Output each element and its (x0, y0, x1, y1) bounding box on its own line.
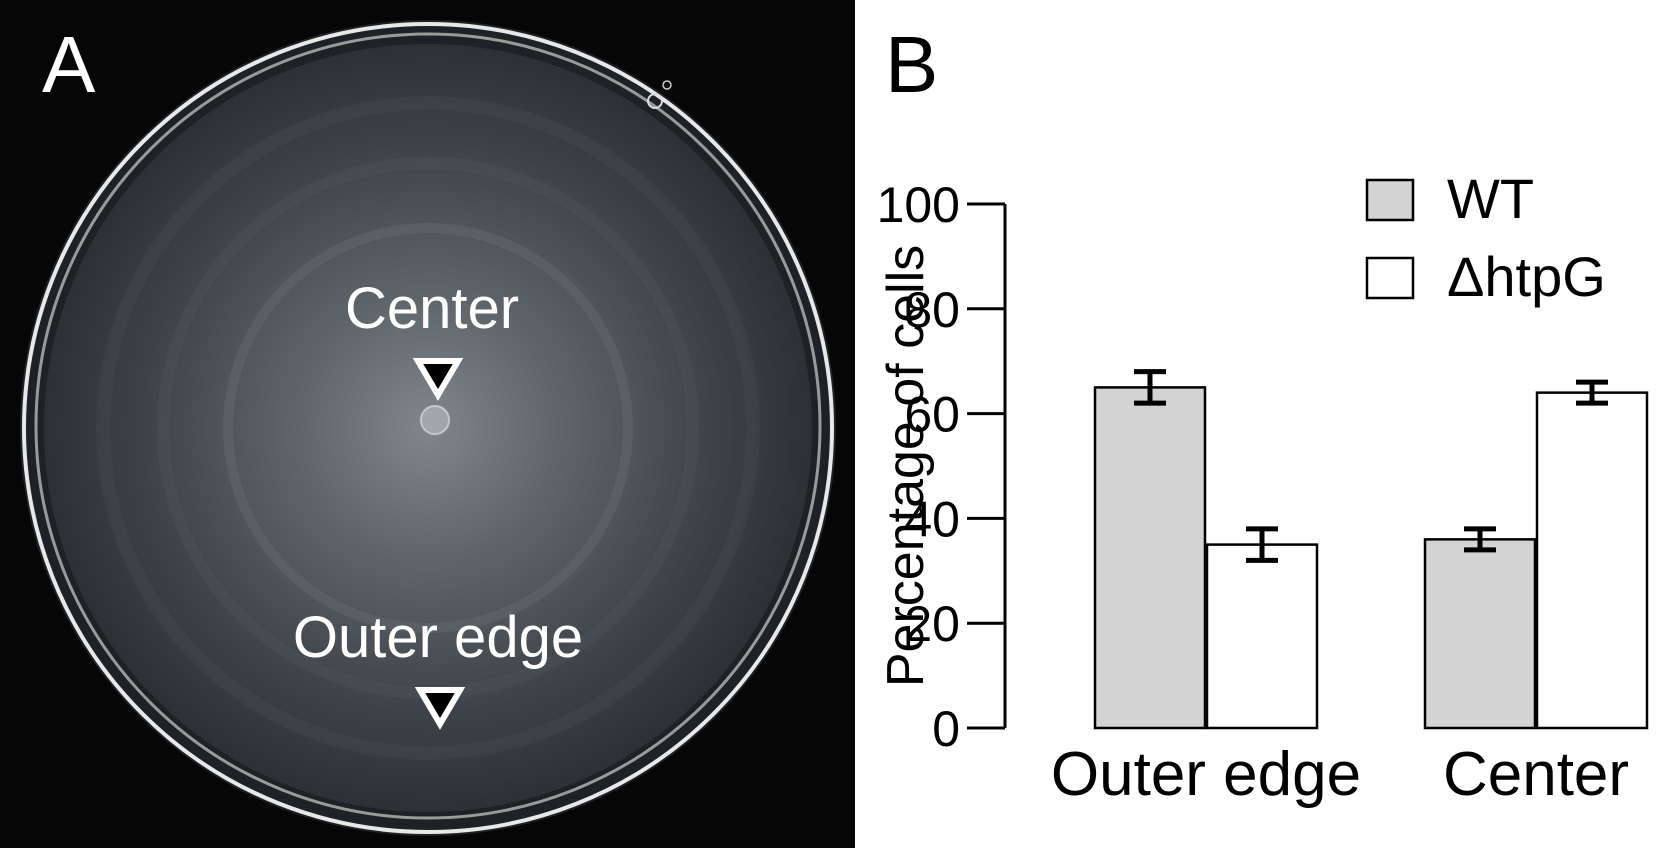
swarm-ring (96, 96, 760, 760)
x-category-label: Outer edge (1051, 740, 1361, 809)
panel-b-label: B (885, 20, 938, 109)
center-arrowhead-icon (412, 358, 464, 401)
outer-edge-label: Outer edge (293, 605, 583, 670)
chart-bars: Outer edge Center (1051, 369, 1649, 809)
plate-outer-rim (22, 22, 834, 834)
bar (1093, 386, 1207, 730)
legend-swatch (1365, 178, 1415, 222)
bubble (647, 93, 663, 109)
legend-label: ΔhtpG (1447, 245, 1606, 308)
y-tick-label: 20 (904, 596, 960, 652)
y-tick-label: 80 (904, 282, 960, 338)
y-axis-title: Percentage of cells (877, 245, 935, 687)
bar (1423, 538, 1537, 730)
y-tick-label: 60 (904, 387, 960, 443)
center-label: Center (345, 276, 519, 341)
bar-chart-panel: B 0 20 40 60 80 100 Percentage of cells Outer … (855, 0, 1660, 848)
outer-edge-arrowhead-icon (414, 687, 466, 730)
plate-inner-rim (34, 32, 822, 820)
legend-label: WT (1447, 167, 1534, 230)
bar-chart: B 0 20 40 60 80 100 Percentage of cells Outer … (877, 20, 1649, 809)
chart-axes: 0 20 40 60 80 100 Percentage of cells (877, 177, 1007, 757)
y-tick-label: 100 (877, 177, 960, 233)
plate-photo: A Center Outer edge (0, 0, 855, 848)
x-category-label: Center (1443, 740, 1629, 809)
plate-photo-panel: A Center Outer edge (0, 0, 855, 848)
legend-swatch (1365, 256, 1415, 300)
swarm-ring (223, 223, 633, 633)
y-tick-label: 40 (904, 491, 960, 547)
bar (1205, 543, 1319, 730)
bar (1535, 391, 1649, 730)
bubble (662, 80, 672, 90)
chart-legend: WT ΔhtpG (1365, 167, 1606, 308)
y-tick-label: 0 (932, 701, 960, 757)
panel-a-label: A (42, 20, 96, 109)
inoculation-spot (420, 405, 450, 435)
